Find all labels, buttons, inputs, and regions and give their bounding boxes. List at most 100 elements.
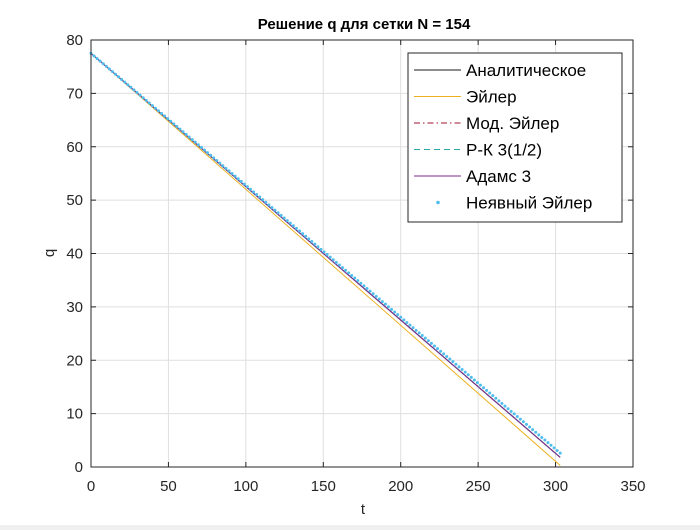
series-point [362,284,366,288]
series-point [509,409,513,413]
series-point [328,255,332,259]
y-tick-label: 40 [66,246,83,263]
series-point [543,438,547,442]
series-point [515,415,519,419]
x-tick-label: 0 [87,478,95,495]
tick-labels: 0 50 100 150 200 250 300 350 0 10 20 30 40 50 60 70 80 [66,32,645,495]
series-point [408,323,412,327]
series-point [267,203,271,207]
series-point [488,391,492,395]
series-point [466,373,470,377]
series-point [340,266,344,270]
series-point [475,381,479,385]
series-point [457,365,461,369]
series-point [242,182,246,186]
series-point [166,117,170,121]
series-point [429,341,433,345]
series-point [356,279,360,283]
series-point [319,247,323,251]
legend-label: Мод. Эйлер [466,114,559,133]
series-point [512,412,516,416]
series-line-5 [90,52,561,458]
legend-label: Неявный Эйлер [466,194,592,213]
series-point [316,245,320,249]
legend-label: Эйлер [466,88,517,107]
series-point [380,300,384,304]
series-point [285,219,289,223]
series-point [147,101,151,105]
series-point [227,169,231,173]
series-point [503,404,507,408]
chart-title: Решение q для сетки N = 154 [258,16,471,33]
series-point [114,72,118,76]
series-point [396,313,400,317]
series-point [374,294,378,298]
series-point [377,297,381,301]
series-point [233,174,237,178]
series-point [432,344,436,348]
series-point [199,145,203,149]
series-point [169,119,173,123]
series-point [549,443,553,447]
series-point [485,388,489,392]
series-point [390,307,394,311]
y-axis-label: q [41,249,58,257]
series-point [224,166,228,170]
series-point [417,331,421,335]
series-point [92,54,96,58]
series-point [347,271,351,275]
series-point [172,122,176,126]
series-point [540,435,544,439]
series-point [221,164,225,168]
series-point [163,114,167,118]
series-point [98,59,102,63]
series-point [126,83,130,87]
series-point [460,368,464,372]
series-point [448,357,452,361]
legend-label: Р-К 3(1/2) [466,141,542,160]
series-layer [89,51,562,466]
series-point [528,425,532,429]
series-point [411,326,415,330]
series-point [359,281,363,285]
series-point [405,320,409,324]
series-point [531,428,535,432]
series-point [426,339,430,343]
series-point [344,268,348,272]
series-point [282,216,286,220]
series-point [414,328,418,332]
legend: Аналитическое Эйлер Мод. Эйлер Р-К 3(1/2) Ад… [407,52,623,223]
y-tick-label: 20 [66,352,83,369]
series-point [322,250,326,254]
series-point [402,318,406,322]
series-point [304,234,308,238]
series-point [442,352,446,356]
series-point [279,213,283,217]
series-point [518,417,522,421]
series-point [196,143,200,147]
series-point [95,57,99,61]
series-point [350,273,354,277]
y-tick-label: 80 [66,32,83,49]
series-point [117,75,121,79]
series-point [248,187,252,191]
series-point [371,292,375,296]
x-tick-label: 250 [466,478,491,495]
series-point [555,449,559,453]
series-point [202,148,206,152]
series-point [160,111,164,115]
series-point [506,407,510,411]
series-point [276,211,280,215]
series-point [472,378,476,382]
series-point [187,135,191,139]
series-point [534,430,538,434]
series-point [482,386,486,390]
series-point [291,224,295,228]
y-tick-label: 30 [66,299,83,316]
series-point [178,127,182,131]
legend-label: Адамс 3 [466,167,531,186]
series-point [469,375,473,379]
series-point [261,198,265,202]
series-point [230,172,234,176]
